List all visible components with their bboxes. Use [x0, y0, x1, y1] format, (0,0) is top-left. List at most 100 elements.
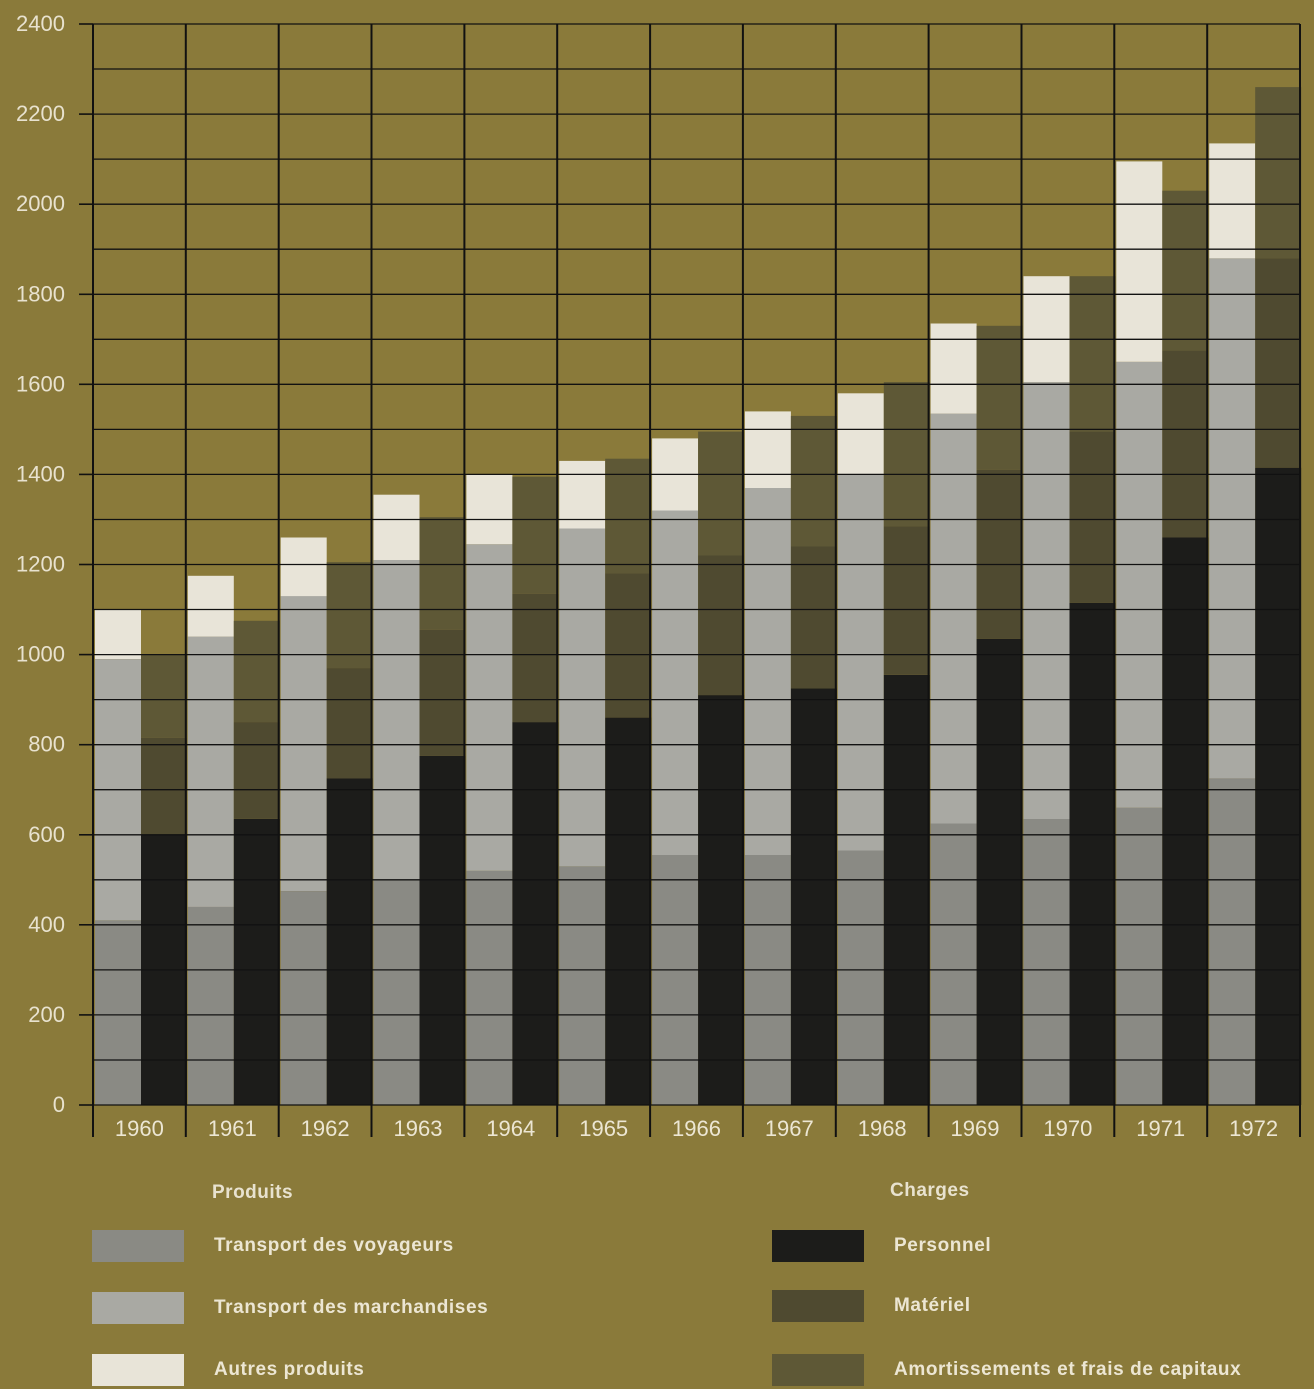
- bar-1965-produits-0: [559, 866, 606, 1105]
- bar-1968-produits-1: [837, 474, 884, 851]
- legend-label-autres: Autres produits: [214, 1359, 365, 1380]
- bar-1961-produits-0: [187, 906, 234, 1105]
- x-tick-label-1960: 1960: [115, 1116, 164, 1141]
- bar-1971-charges-1: [1162, 350, 1209, 538]
- bar-1967-charges-2: [790, 415, 837, 547]
- bar-1962-charges-0: [326, 778, 373, 1105]
- bar-1960-produits-2: [95, 609, 141, 659]
- bar-1966-charges-2: [698, 431, 745, 556]
- x-tick-label-1972: 1972: [1229, 1116, 1278, 1141]
- x-tick-label-1961: 1961: [208, 1116, 257, 1141]
- bar-1969-produits-0: [930, 823, 977, 1105]
- bar-1963-produits-1: [373, 560, 420, 880]
- bar-1963-produits-0: [373, 879, 420, 1105]
- bar-1964-charges-1: [512, 593, 559, 723]
- bar-1962-charges-1: [326, 668, 373, 779]
- bar-1960-produits-0: [95, 920, 141, 1105]
- bar-1967-produits-2: [744, 411, 791, 488]
- bar-1969-produits-2: [930, 323, 977, 414]
- bar-1966-produits-1: [652, 510, 699, 855]
- bar-1961-charges-0: [233, 819, 280, 1105]
- bar-1962-produits-2: [280, 537, 327, 597]
- bar-1963-produits-2: [373, 494, 420, 560]
- y-tick-label-800: 800: [28, 732, 65, 757]
- bar-1964-charges-2: [512, 476, 559, 594]
- bar-1970-charges-2: [1069, 276, 1116, 432]
- legend-swatch-voyageurs: [92, 1230, 184, 1262]
- x-tick-label-1967: 1967: [765, 1116, 814, 1141]
- y-tick-label-0: 0: [53, 1092, 65, 1117]
- legend-produits-title: Produits: [212, 1182, 294, 1203]
- legend-charges-title: Charges: [890, 1180, 970, 1201]
- bar-1960-charges-2: [141, 654, 187, 738]
- bar-1968-produits-2: [837, 393, 884, 475]
- y-tick-label-1800: 1800: [16, 281, 65, 306]
- legend-swatch-personnel: [772, 1230, 864, 1262]
- bar-1964-produits-0: [466, 870, 513, 1105]
- bar-1970-produits-1: [1023, 382, 1070, 819]
- legend-label-voyageurs: Transport des voyageurs: [214, 1235, 454, 1256]
- y-tick-label-1600: 1600: [16, 371, 65, 396]
- bar-1961-produits-1: [187, 636, 234, 907]
- y-tick-label-2200: 2200: [16, 101, 65, 126]
- bar-1964-produits-2: [466, 474, 513, 545]
- bar-1963-charges-2: [419, 517, 466, 630]
- bar-1967-produits-0: [744, 855, 791, 1105]
- bar-1972-charges-0: [1255, 467, 1302, 1105]
- bar-1965-charges-0: [605, 717, 652, 1105]
- bar-1965-charges-1: [605, 573, 652, 718]
- bar-1972-charges-1: [1255, 258, 1302, 468]
- x-tick-label-1969: 1969: [951, 1116, 1000, 1141]
- bar-1968-charges-1: [883, 526, 930, 675]
- x-tick-label-1970: 1970: [1043, 1116, 1092, 1141]
- x-tick-label-1966: 1966: [672, 1116, 721, 1141]
- bar-1969-charges-1: [976, 469, 1023, 639]
- bar-1972-produits-0: [1209, 778, 1256, 1105]
- y-tick-label-400: 400: [28, 912, 65, 937]
- bar-1969-charges-0: [976, 638, 1023, 1105]
- bar-1964-charges-0: [512, 722, 559, 1105]
- y-tick-label-600: 600: [28, 822, 65, 847]
- bar-1967-produits-1: [744, 487, 791, 855]
- y-tick-label-1400: 1400: [16, 461, 65, 486]
- x-tick-label-1968: 1968: [858, 1116, 907, 1141]
- y-tick-label-2400: 2400: [16, 11, 65, 36]
- bar-1968-produits-0: [837, 850, 884, 1105]
- bar-1970-charges-0: [1069, 602, 1116, 1105]
- bar-1967-charges-0: [790, 688, 837, 1105]
- bar-1965-charges-2: [605, 458, 652, 574]
- bar-1961-charges-1: [233, 722, 280, 819]
- bar-1971-charges-0: [1162, 537, 1209, 1105]
- bar-1972-produits-1: [1209, 258, 1256, 779]
- bar-1962-produits-0: [280, 891, 327, 1105]
- x-tick-label-1962: 1962: [301, 1116, 350, 1141]
- legend-swatch-marchandises: [92, 1292, 184, 1324]
- bar-1972-charges-2: [1255, 87, 1302, 259]
- x-tick-label-1971: 1971: [1136, 1116, 1185, 1141]
- bar-1963-charges-0: [419, 755, 466, 1105]
- legend-swatch-materiel: [772, 1290, 864, 1322]
- bar-1961-charges-2: [233, 620, 280, 723]
- legend-swatch-amortissements: [772, 1354, 864, 1386]
- bar-1969-produits-1: [930, 413, 977, 824]
- bar-1970-produits-2: [1023, 276, 1070, 382]
- legend-label-personnel: Personnel: [894, 1235, 992, 1256]
- bar-1971-produits-0: [1116, 807, 1163, 1105]
- bar-1966-charges-0: [698, 695, 745, 1105]
- bar-1961-produits-2: [187, 575, 234, 637]
- bar-1966-produits-0: [652, 855, 699, 1105]
- bar-1971-produits-2: [1116, 161, 1163, 362]
- y-tick-label-1200: 1200: [16, 552, 65, 577]
- y-tick-label-1000: 1000: [16, 642, 65, 667]
- legend-swatch-autres: [92, 1354, 184, 1386]
- bar-1970-produits-0: [1023, 819, 1070, 1105]
- x-tick-label-1965: 1965: [579, 1116, 628, 1141]
- bar-1960-charges-1: [141, 737, 187, 835]
- bar-1965-produits-2: [559, 460, 606, 529]
- bar-1970-charges-1: [1069, 431, 1116, 603]
- bar-1965-produits-1: [559, 528, 606, 867]
- x-tick-label-1964: 1964: [486, 1116, 535, 1141]
- bar-1967-charges-1: [790, 546, 837, 689]
- legend-label-marchandises: Transport des marchandises: [214, 1297, 489, 1318]
